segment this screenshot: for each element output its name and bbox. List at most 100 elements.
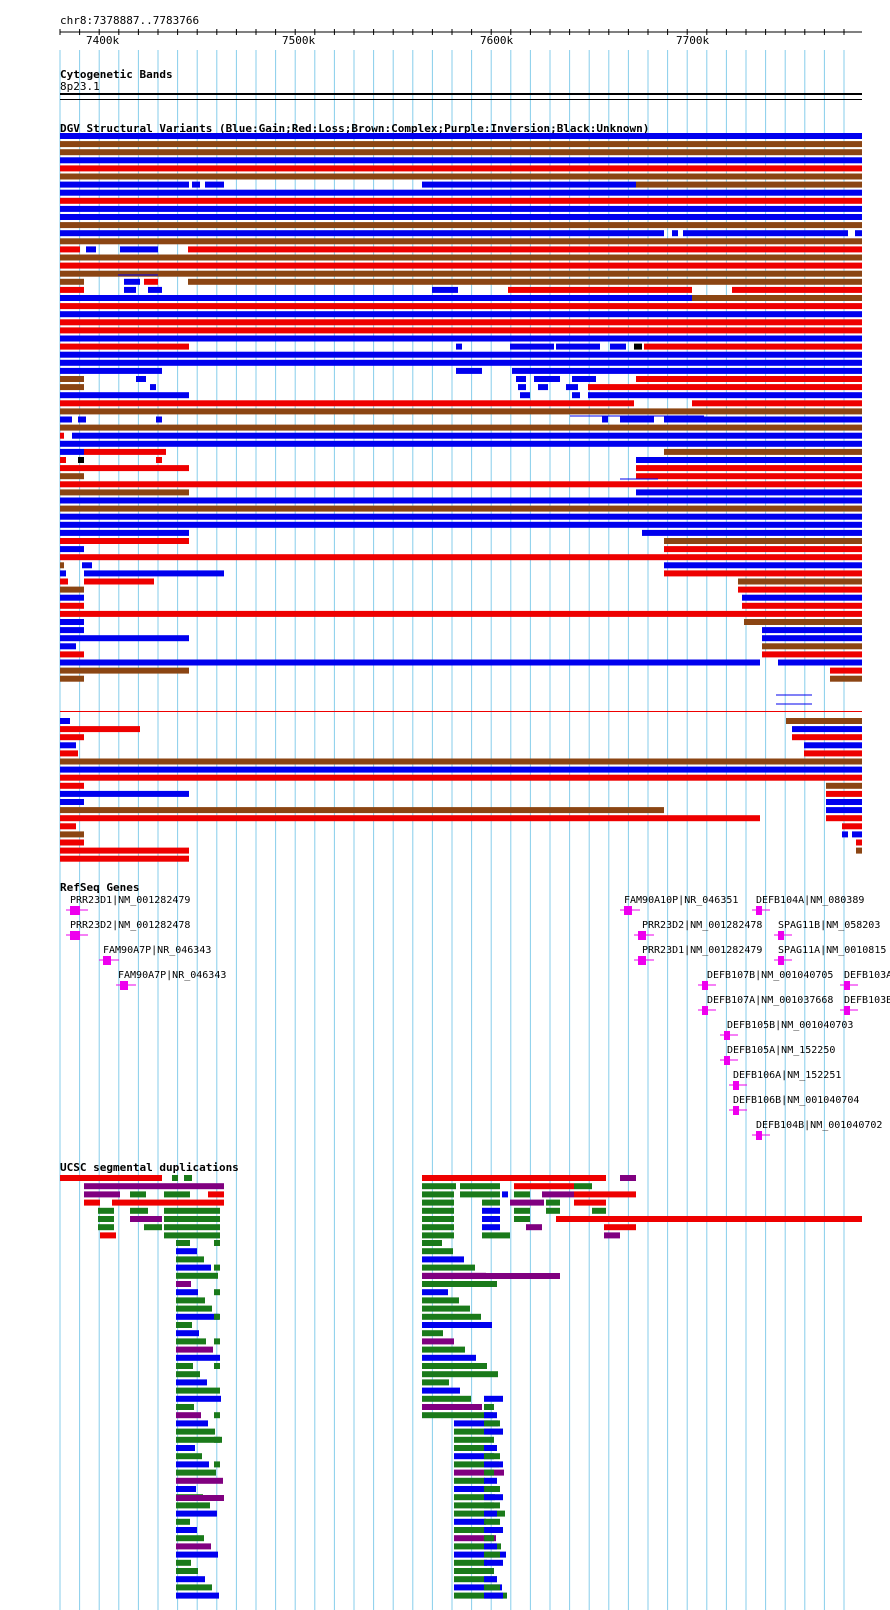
dgv-variant[interactable]	[60, 238, 862, 245]
segdup-feature[interactable]	[176, 1272, 218, 1279]
segdup-feature[interactable]	[454, 1551, 506, 1558]
dgv-variant[interactable]	[72, 432, 862, 439]
segdup-feature[interactable]	[454, 1420, 498, 1427]
dgv-variant[interactable]	[60, 815, 760, 822]
segdup-feature[interactable]	[484, 1510, 497, 1517]
segdup-feature[interactable]	[422, 1330, 443, 1337]
dgv-variant[interactable]	[60, 839, 84, 846]
segdup-feature[interactable]	[164, 1216, 220, 1222]
dgv-variant[interactable]	[60, 570, 66, 577]
dgv-variant[interactable]	[644, 343, 862, 350]
dgv-variant[interactable]	[192, 181, 200, 188]
segdup-feature[interactable]	[454, 1518, 486, 1525]
dgv-variant[interactable]	[60, 513, 862, 520]
dgv-variant[interactable]	[156, 457, 162, 463]
segdup-feature[interactable]	[214, 1436, 220, 1443]
segdup-feature[interactable]	[542, 1191, 574, 1198]
dgv-variant[interactable]	[636, 489, 862, 496]
segdup-feature[interactable]	[176, 1387, 214, 1394]
dgv-variant[interactable]	[742, 602, 862, 609]
dgv-variant-thin[interactable]	[60, 711, 862, 712]
dgv-variant[interactable]	[778, 659, 862, 666]
segdup-feature[interactable]	[514, 1207, 530, 1214]
dgv-variant[interactable]	[60, 610, 862, 617]
segdup-feature[interactable]	[422, 1256, 464, 1263]
dgv-variant[interactable]	[556, 343, 600, 350]
segdup-feature[interactable]	[484, 1551, 500, 1558]
segdup-feature[interactable]	[176, 1445, 195, 1451]
dgv-variant[interactable]	[60, 222, 862, 229]
segdup-feature[interactable]	[484, 1518, 500, 1525]
segdup-feature[interactable]	[176, 1584, 212, 1591]
dgv-variant[interactable]	[120, 246, 158, 253]
dgv-variant[interactable]	[792, 726, 862, 733]
dgv-variant[interactable]	[572, 392, 580, 399]
segdup-feature[interactable]	[130, 1216, 162, 1222]
cytoband-track-title[interactable]: Cytogenetic Bands	[60, 68, 173, 81]
dgv-variant[interactable]	[60, 448, 84, 455]
dgv-variant[interactable]	[762, 635, 862, 642]
segdup-feature[interactable]	[454, 1469, 504, 1476]
dgv-variant[interactable]	[205, 181, 224, 188]
segdup-feature[interactable]	[422, 1248, 453, 1255]
dgv-variant[interactable]	[518, 384, 526, 391]
dgv-variant[interactable]	[60, 205, 862, 212]
dgv-variant[interactable]	[664, 448, 862, 455]
segdup-feature[interactable]	[484, 1559, 503, 1566]
segdup-feature[interactable]	[592, 1207, 606, 1214]
segdup-feature[interactable]	[482, 1232, 510, 1239]
dgv-variant[interactable]	[762, 627, 862, 634]
dgv-variant[interactable]	[664, 562, 862, 569]
segdup-feature[interactable]	[454, 1510, 505, 1517]
segdup-feature[interactable]	[176, 1354, 220, 1361]
dgv-variant[interactable]	[732, 286, 862, 293]
dgv-variant[interactable]	[762, 643, 862, 650]
segdup-feature[interactable]	[130, 1191, 146, 1198]
dgv-variant[interactable]	[826, 807, 862, 814]
segdup-feature[interactable]	[422, 1297, 459, 1304]
segdup-feature[interactable]	[422, 1216, 454, 1222]
dgv-variant[interactable]	[636, 473, 862, 480]
segdup-feature[interactable]	[176, 1371, 200, 1378]
gene-label[interactable]: DEFB104A|NM_080389	[756, 895, 864, 906]
dgv-variant[interactable]	[60, 675, 84, 682]
segdup-feature[interactable]	[422, 1289, 448, 1296]
dgv-variant[interactable]	[60, 416, 72, 423]
segdup-feature[interactable]	[454, 1428, 503, 1435]
dgv-variant[interactable]	[60, 230, 664, 237]
segdup-feature[interactable]	[454, 1502, 500, 1509]
dgv-variant[interactable]	[642, 529, 862, 536]
segdup-feature[interactable]	[484, 1568, 494, 1574]
dgv-variant[interactable]	[60, 766, 862, 773]
gene-label[interactable]: PRR23D1|NM_001282479	[642, 945, 762, 956]
dgv-variant[interactable]	[60, 726, 140, 733]
segdup-feature[interactable]	[484, 1420, 500, 1427]
segdup-feature[interactable]	[422, 1305, 470, 1312]
segdup-feature[interactable]	[422, 1338, 454, 1345]
segdup-feature[interactable]	[460, 1183, 500, 1190]
gene-label[interactable]: FAM90A7P|NR_046343	[118, 970, 226, 981]
segdup-feature[interactable]	[176, 1510, 217, 1517]
segdup-feature[interactable]	[176, 1469, 216, 1476]
dgv-variant[interactable]	[60, 173, 862, 180]
segdup-feature[interactable]	[164, 1191, 190, 1198]
dgv-variant[interactable]	[60, 376, 84, 382]
dgv-variant[interactable]	[60, 270, 862, 277]
dgv-variant[interactable]	[510, 343, 554, 350]
dgv-features[interactable]	[60, 133, 862, 862]
segdup-feature[interactable]	[422, 1264, 475, 1271]
dgv-variant[interactable]	[692, 400, 862, 407]
refseq-gene-glyphs[interactable]	[66, 906, 858, 1140]
dgv-variant[interactable]	[60, 457, 66, 463]
segdup-feature[interactable]	[176, 1330, 199, 1337]
segdup-feature[interactable]	[164, 1207, 220, 1214]
gene-label[interactable]: DEFB106B|NM_001040704	[733, 1095, 859, 1106]
dgv-variant[interactable]	[786, 718, 862, 724]
dgv-variant[interactable]	[60, 424, 862, 431]
segdup-feature[interactable]	[176, 1502, 210, 1509]
dgv-variant[interactable]	[60, 440, 862, 447]
dgv-variant[interactable]	[826, 815, 862, 822]
segdup-feature[interactable]	[484, 1461, 503, 1468]
gene-label[interactable]: DEFB105B|NM_001040703	[727, 1020, 853, 1031]
segdup-feature[interactable]	[546, 1199, 560, 1206]
